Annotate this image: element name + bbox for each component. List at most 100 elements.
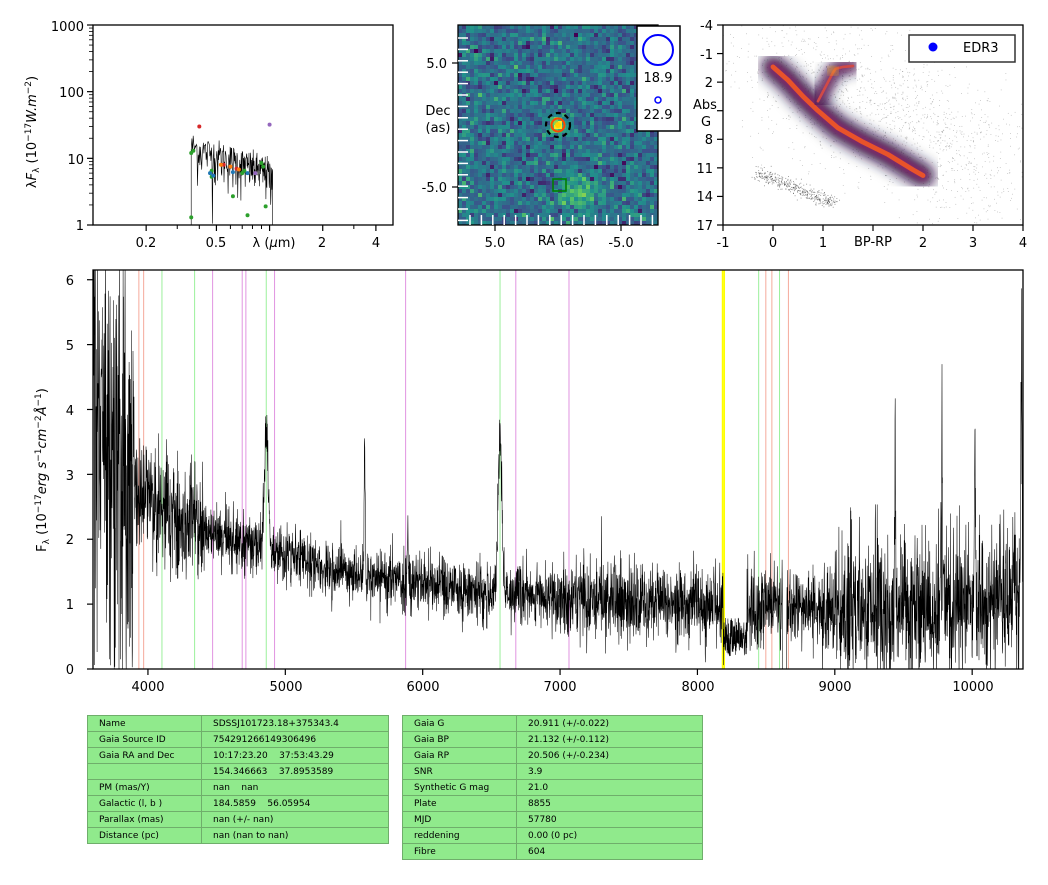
pixel — [630, 65, 635, 70]
pixel — [462, 85, 467, 90]
pixel — [626, 29, 631, 34]
pixel — [586, 29, 591, 34]
spectrum-xtick-label: 6000 — [406, 680, 439, 695]
pixel — [498, 73, 503, 78]
pixel — [606, 161, 611, 166]
pixel — [538, 121, 543, 126]
pixel — [634, 69, 639, 74]
pixel — [498, 97, 503, 102]
cmd-wd-star — [787, 183, 789, 185]
cmd-star — [1027, 138, 1028, 139]
pixel — [502, 173, 507, 178]
pixel — [570, 61, 575, 66]
pixel — [570, 117, 575, 122]
pixel — [514, 105, 519, 110]
cmd-star — [973, 187, 975, 189]
cmd-star — [802, 76, 804, 78]
cmd-star — [970, 112, 972, 114]
pixel — [486, 93, 491, 98]
pixel — [542, 193, 547, 198]
pixel — [610, 85, 615, 90]
cmd-wd-star — [827, 202, 829, 203]
pixel — [538, 25, 543, 30]
pixel — [462, 29, 467, 34]
cmd-star — [936, 131, 938, 133]
pixel — [486, 133, 491, 138]
pixel — [518, 205, 523, 210]
cmd-star — [826, 67, 828, 69]
pixel — [562, 205, 567, 210]
pixel — [494, 137, 499, 142]
cmd-star — [946, 113, 947, 115]
pixel — [610, 205, 615, 210]
cmd-star — [918, 101, 920, 103]
pixel — [586, 97, 591, 102]
pixel — [550, 93, 555, 98]
pixel — [634, 85, 639, 90]
cmd-star — [973, 171, 975, 173]
cmd-star — [812, 89, 814, 91]
pixel — [586, 129, 591, 134]
pixel — [498, 205, 503, 210]
cmd-star — [884, 117, 886, 119]
pixel — [634, 73, 639, 78]
pixel — [502, 153, 507, 158]
cmd-wd-star — [790, 181, 792, 183]
pixel — [482, 89, 487, 94]
pixel — [486, 69, 491, 74]
pixel — [626, 133, 631, 138]
cmd-star — [854, 109, 856, 111]
pixel — [558, 101, 563, 106]
pixel — [630, 81, 635, 86]
pixel — [522, 101, 527, 106]
cmd-star — [997, 194, 999, 196]
cmd-star — [974, 222, 976, 223]
cmd-star — [943, 174, 944, 176]
pixel — [614, 53, 619, 58]
pixel — [490, 193, 495, 198]
pixel — [534, 33, 539, 38]
cmd-star — [937, 140, 939, 141]
pixel — [514, 193, 519, 198]
pixel — [506, 57, 511, 62]
pixel — [546, 101, 551, 106]
cmd-star — [929, 139, 931, 141]
pixel — [470, 41, 475, 46]
cmd-star — [949, 145, 950, 147]
pixel — [578, 137, 583, 142]
cmd-star — [940, 165, 942, 166]
cmd-star — [1000, 179, 1002, 181]
cmd-star — [975, 102, 976, 104]
cmd-wd-star — [804, 191, 806, 193]
pixel — [490, 53, 495, 58]
pixel — [494, 37, 499, 42]
cmd-star — [949, 207, 951, 208]
cmd-star — [946, 149, 947, 151]
pixel — [654, 149, 658, 154]
pixel — [518, 121, 523, 126]
pixel — [546, 65, 551, 70]
cmd-wd-star — [777, 179, 779, 181]
pixel — [538, 197, 543, 202]
cmd-star — [957, 191, 958, 192]
pixel — [566, 37, 571, 42]
cmd-star — [884, 202, 886, 203]
cmd-star — [892, 67, 894, 69]
pixel — [522, 197, 527, 202]
cmd-star — [980, 138, 981, 140]
pixel — [566, 181, 571, 186]
cmd-wd-star — [770, 171, 772, 173]
cmd-star — [859, 34, 860, 36]
pixel — [482, 45, 487, 50]
cmd-star — [899, 69, 901, 71]
cmd-wd-star — [786, 185, 788, 187]
pixel — [638, 217, 643, 222]
pixel — [642, 185, 647, 190]
pixel — [550, 53, 555, 58]
pixel — [598, 45, 603, 50]
pixel — [578, 73, 583, 78]
cmd-star — [776, 52, 778, 54]
pixel — [594, 137, 599, 142]
cmd-wd-star — [779, 186, 781, 188]
cmd-star — [722, 96, 723, 97]
